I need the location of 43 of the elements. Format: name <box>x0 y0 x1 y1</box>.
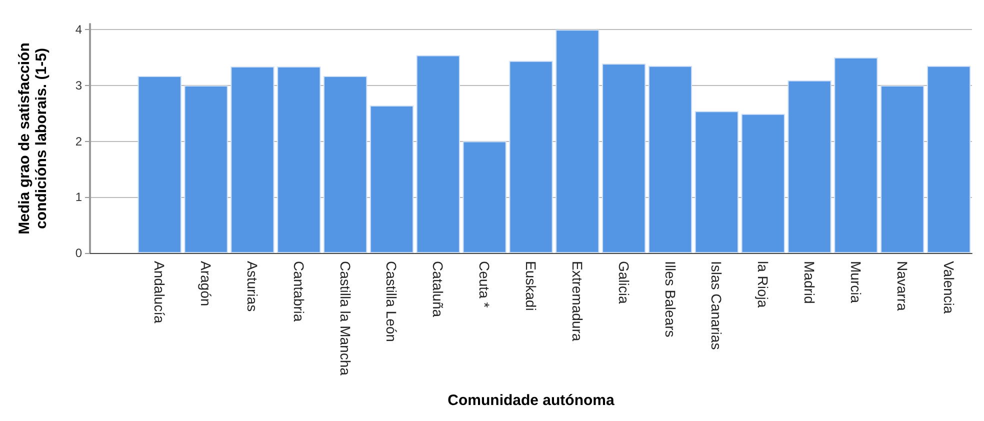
bar <box>277 66 321 253</box>
x-tick-label: Aragón <box>198 261 214 306</box>
x-tick-label: Andalucía <box>152 261 168 324</box>
bar <box>370 106 414 253</box>
y-tick-label: 4 <box>75 22 82 37</box>
bar <box>834 58 878 253</box>
x-tick-label: Euskadi <box>523 261 539 311</box>
x-tick-label: Ceuta * <box>476 261 493 308</box>
bar <box>230 66 274 253</box>
x-tick-label: Castilla la Mancha <box>337 261 354 376</box>
bar <box>184 85 228 253</box>
x-tick-label: Castilla León <box>384 261 400 342</box>
bar <box>324 76 368 253</box>
x-axis-title: Comunidade autónoma <box>448 392 615 409</box>
x-tick-label: Valencia <box>940 261 957 314</box>
bar <box>602 64 646 253</box>
x-tick-label: la Rioja <box>755 261 772 308</box>
bar <box>509 60 553 253</box>
x-tick-label: Murcia <box>848 261 864 304</box>
x-tick-label: Galicia <box>616 261 632 304</box>
bar <box>741 114 785 253</box>
y-tick-label: 0 <box>75 246 82 260</box>
bar <box>648 66 692 253</box>
bar <box>788 80 832 253</box>
bar <box>462 141 506 253</box>
bar <box>926 66 971 253</box>
x-tick-label: Navarra <box>894 261 910 312</box>
bar <box>416 55 460 253</box>
x-tick-label: Madrid <box>802 261 818 304</box>
x-tick-label: Cantabria <box>290 261 307 322</box>
x-tick-label: Cataluña <box>430 261 446 318</box>
x-tick-label: Islas Canarias <box>708 261 725 350</box>
x-tick-label: Extremadura <box>569 261 586 342</box>
bar <box>880 85 924 253</box>
y-axis-title: Media grao de satisfacción condicións laborais. (1-5) <box>16 42 50 234</box>
bar <box>138 76 182 253</box>
y-tick-label: 1 <box>75 190 82 204</box>
x-tick-label: Asturias <box>244 261 260 312</box>
y-tick-label: 3 <box>75 78 82 92</box>
bar <box>556 30 600 253</box>
x-tick-label: Illes Balears <box>662 261 678 338</box>
bar <box>694 111 738 253</box>
y-tick-label: 2 <box>75 134 82 148</box>
